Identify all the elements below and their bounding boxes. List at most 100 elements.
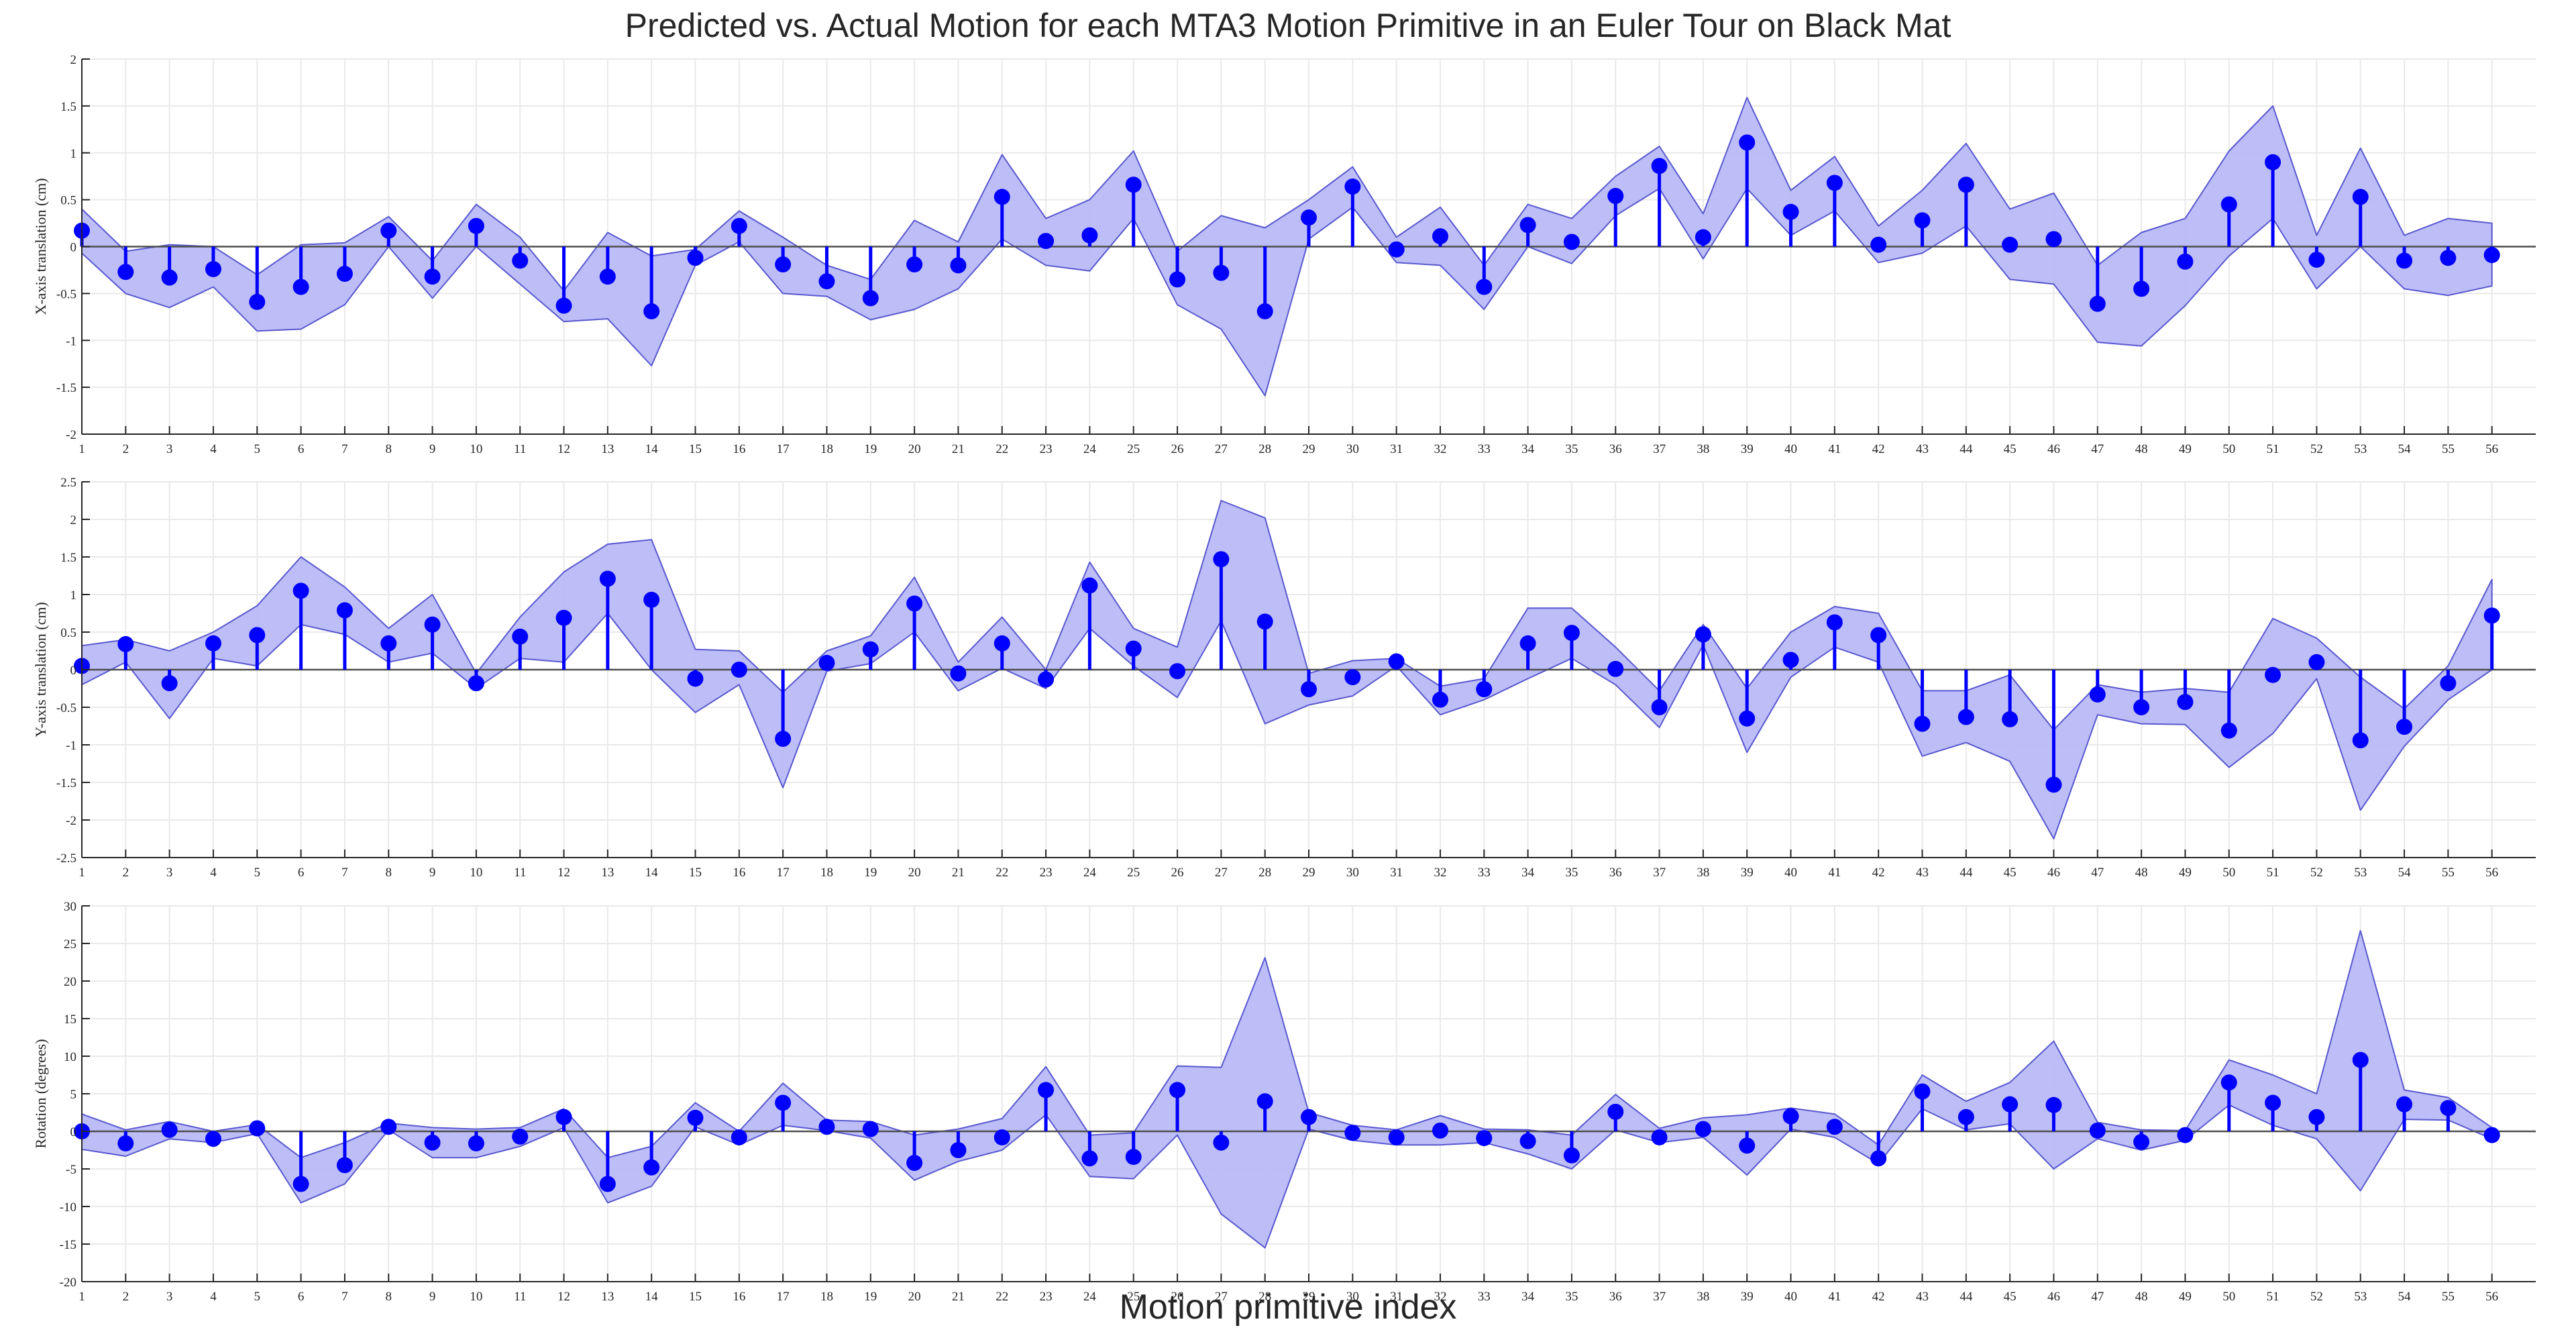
- data-point: [818, 1119, 835, 1135]
- data-point: [1739, 710, 1756, 727]
- data-point: [643, 591, 660, 608]
- data-point: [1519, 1133, 1536, 1149]
- data-point: [1826, 614, 1843, 631]
- data-point: [1038, 1082, 1055, 1098]
- data-point: [117, 264, 134, 280]
- data-point: [1695, 626, 1711, 643]
- x-tick-label: 49: [2179, 1290, 2192, 1304]
- y-tick-label: 0: [70, 241, 77, 255]
- x-tick-label: 12: [557, 442, 570, 456]
- x-tick-label: 29: [1303, 866, 1316, 880]
- data-point: [950, 665, 967, 682]
- x-tick-label: 10: [470, 442, 482, 456]
- data-point: [643, 1159, 660, 1176]
- data-point: [1081, 1150, 1098, 1167]
- data-point: [1432, 228, 1448, 245]
- data-point: [2002, 1096, 2019, 1113]
- data-point: [818, 273, 835, 290]
- x-tick-label: 20: [908, 1290, 921, 1304]
- x-tick-label: 47: [2091, 442, 2104, 456]
- data-point: [1957, 176, 1974, 193]
- x-tick-label: 5: [254, 442, 261, 456]
- x-tick-label: 4: [210, 866, 217, 880]
- data-point: [1607, 660, 1624, 677]
- data-point: [1914, 715, 1931, 732]
- x-tick-label: 34: [1521, 866, 1535, 880]
- x-tick-label: 8: [386, 442, 392, 456]
- x-tick-label: 35: [1565, 866, 1578, 880]
- data-point: [1344, 669, 1361, 686]
- data-point: [336, 602, 353, 619]
- x-tick-label: 42: [1872, 442, 1885, 456]
- x-tick-label: 11: [514, 866, 526, 880]
- x-tick-label: 53: [2354, 866, 2367, 880]
- data-point: [380, 1119, 397, 1135]
- data-point: [1038, 233, 1055, 250]
- y-tick-label: -0.5: [56, 701, 76, 715]
- x-tick-label: 28: [1258, 1290, 1271, 1304]
- x-tick-label: 6: [298, 442, 305, 456]
- x-tick-label: 46: [2047, 866, 2060, 880]
- data-point: [687, 1109, 704, 1126]
- data-point: [205, 261, 221, 278]
- x-tick-label: 33: [1478, 1290, 1491, 1304]
- x-tick-label: 48: [2135, 442, 2148, 456]
- data-point: [1607, 1103, 1624, 1120]
- x-tick-label: 39: [1741, 866, 1754, 880]
- x-tick-label: 24: [1083, 866, 1097, 880]
- data-point: [1125, 640, 1142, 657]
- x-tick-label: 22: [996, 866, 1008, 880]
- x-tick-label: 37: [1653, 866, 1666, 880]
- data-point: [1388, 653, 1405, 670]
- data-point: [2045, 1096, 2062, 1113]
- data-point: [1607, 188, 1624, 205]
- data-point: [687, 670, 704, 687]
- x-tick-label: 24: [1083, 1290, 1097, 1304]
- x-tick-label: 33: [1478, 442, 1491, 456]
- x-tick-label: 5: [254, 1290, 261, 1304]
- data-point: [994, 189, 1010, 205]
- x-tick-label: 12: [557, 1290, 570, 1304]
- panels: -2-1.5-1-0.500.511.521 2 3 4 5 6 7 8 9 10 11 12 13 14…: [32, 53, 2536, 1304]
- x-tick-label: 41: [1828, 866, 1841, 880]
- y-tick-label: 1: [70, 588, 77, 603]
- data-point: [2002, 711, 2019, 727]
- x-tick-label: 2: [123, 442, 129, 456]
- data-point: [2483, 1127, 2500, 1143]
- y-tick-label: 2.5: [60, 476, 76, 490]
- data-point: [1870, 236, 1887, 253]
- data-point: [1476, 681, 1493, 698]
- x-tick-label: 29: [1303, 1290, 1316, 1304]
- x-tick-label: 40: [1784, 1290, 1797, 1304]
- x-tick-label: 48: [2135, 866, 2148, 880]
- data-point: [336, 1157, 353, 1174]
- x-tick-label: 42: [1872, 1290, 1885, 1304]
- x-tick-label: 21: [952, 1290, 965, 1304]
- data-point: [1519, 635, 1536, 652]
- data-point: [2133, 699, 2150, 715]
- data-point: [512, 628, 529, 645]
- data-point: [468, 1135, 484, 1151]
- data-point: [2089, 686, 2106, 703]
- x-tick-label: 32: [1434, 442, 1446, 456]
- x-tick-label: 55: [2442, 866, 2455, 880]
- data-point: [161, 675, 178, 692]
- x-tick-label: 13: [601, 442, 614, 456]
- x-tick-label: 43: [1916, 1290, 1929, 1304]
- x-tick-label: 36: [1609, 442, 1622, 456]
- x-tick-label: 34: [1521, 442, 1535, 456]
- x-tick-label: 1: [78, 866, 85, 880]
- x-tick-label: 7: [341, 442, 348, 456]
- y-tick-label: 20: [64, 975, 76, 989]
- x-tick-label: 56: [2485, 1290, 2498, 1304]
- x-tick-label: 23: [1040, 866, 1053, 880]
- x-tick-label: 10: [470, 866, 482, 880]
- data-point: [2308, 252, 2325, 268]
- x-axis-label: Motion primitive index: [1120, 1288, 1457, 1327]
- y-tick-label: -2: [66, 428, 76, 442]
- data-point: [1957, 709, 1974, 725]
- data-point: [994, 635, 1010, 652]
- y-tick-label: 0.5: [60, 626, 76, 640]
- x-tick-label: 32: [1434, 866, 1446, 880]
- x-tick-label: 43: [1916, 442, 1929, 456]
